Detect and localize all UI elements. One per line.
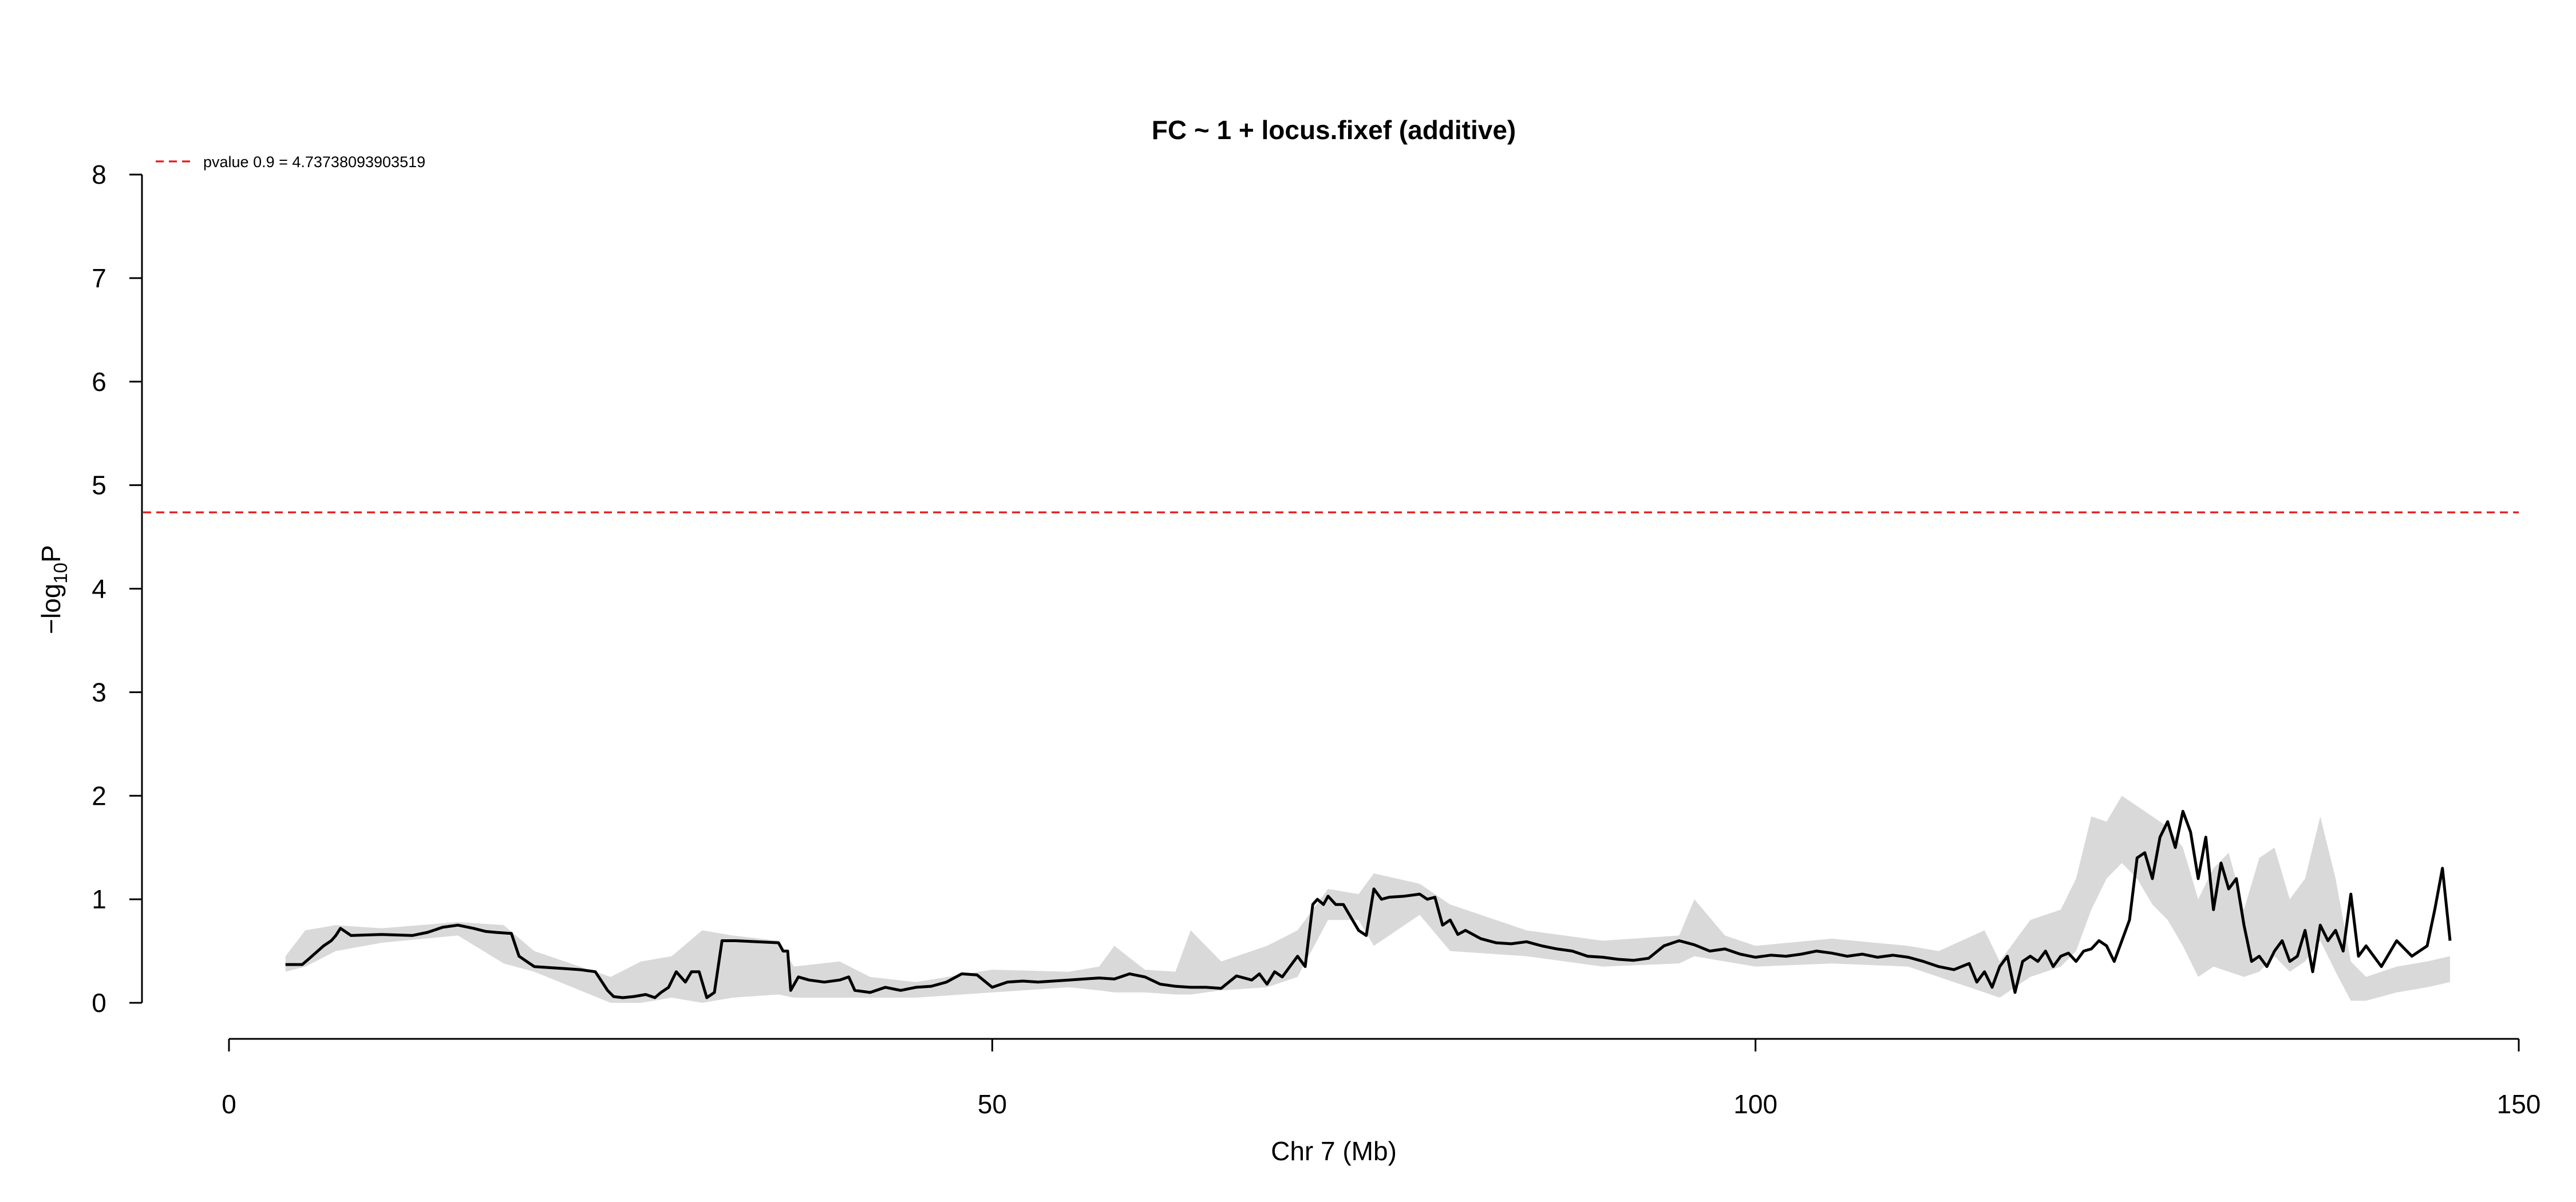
- x-tick-label: 0: [222, 1089, 236, 1119]
- y-axis-label-tail: P: [36, 545, 66, 563]
- y-axis: 0 1 2 3 4 5 6 7 8: [92, 160, 143, 1018]
- legend-threshold-label: pvalue 0.9 = 4.73738093903519: [203, 153, 425, 171]
- y-axis-label-subscript: 10: [50, 563, 71, 584]
- legend: pvalue 0.9 = 4.73738093903519: [156, 153, 425, 171]
- y-axis-label: −log10P: [36, 545, 71, 634]
- x-tick-label: 150: [2497, 1089, 2541, 1119]
- chart-title: FC ~ 1 + locus.fixef (additive): [1152, 115, 1516, 145]
- x-tick-label: 100: [1733, 1089, 1777, 1119]
- y-tick-label: 4: [92, 574, 106, 604]
- y-tick-label: 6: [92, 367, 106, 397]
- y-tick-label: 1: [92, 884, 106, 914]
- y-tick-label: 5: [92, 470, 106, 500]
- series-line-0: [285, 809, 2452, 999]
- confidence-band-layer: [285, 796, 2451, 1003]
- y-tick-label: 3: [92, 677, 106, 707]
- x-tick-label: 50: [978, 1089, 1007, 1119]
- lod-curve-layer: [285, 809, 2452, 999]
- y-tick-label: 7: [92, 263, 106, 293]
- x-axis-label: Chr 7 (Mb): [1271, 1136, 1397, 1166]
- y-tick-label: 8: [92, 160, 106, 189]
- y-axis-label-main: −log: [36, 584, 66, 634]
- confidence-band: [285, 796, 2451, 1003]
- y-tick-label: 0: [92, 988, 106, 1018]
- y-tick-label: 2: [92, 781, 106, 810]
- x-axis: 0 50 100 150: [222, 1038, 2541, 1119]
